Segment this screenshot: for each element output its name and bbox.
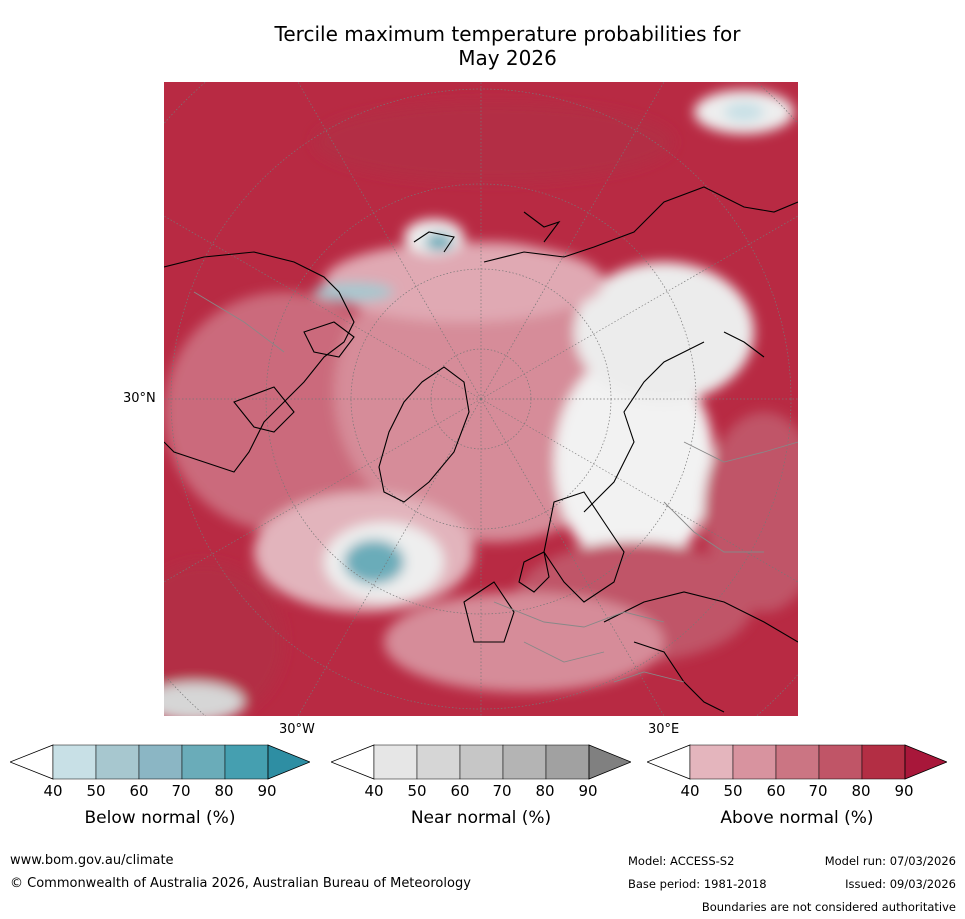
footer-base-period: Base period: 1981-2018 [628, 877, 767, 891]
probability-map [164, 82, 798, 716]
colorbar-extend-low [331, 744, 375, 780]
tick-label: 70 [171, 782, 191, 800]
polar-map-svg [164, 82, 798, 716]
tick-label: 40 [680, 782, 700, 800]
footer-disclaimer: Boundaries are not considered authoritat… [701, 900, 956, 914]
graticule [164, 82, 798, 716]
lon-label-30e: 30°E [648, 722, 680, 737]
tick-label: 90 [257, 782, 277, 800]
colorbar-above-label: Above normal (%) [720, 808, 874, 828]
map-title: Tercile maximum temperature probabilitie… [200, 22, 815, 70]
colorbar-segment [416, 744, 461, 780]
colorbar-near-svg [331, 744, 631, 780]
tick-label: 90 [894, 782, 914, 800]
colorbar-below-normal [10, 744, 310, 780]
colorbar-below-label: Below normal (%) [84, 808, 236, 828]
colorbar-segment [502, 744, 547, 780]
footer-issued: Issued: 09/03/2026 [845, 877, 956, 891]
colorbar-segment [52, 744, 97, 780]
colorbar-extend-low [10, 744, 54, 780]
colorbar-segment [95, 744, 140, 780]
footer-copyright: © Commonwealth of Australia 2026, Austra… [10, 876, 471, 891]
colorbar-above-svg [647, 744, 947, 780]
colorbar-segment [732, 744, 777, 780]
title-line-2: May 2026 [458, 46, 557, 70]
probability-field [164, 90, 798, 716]
footer-url: www.bom.gov.au/climate [10, 853, 174, 868]
colorbar-extend-low [647, 744, 691, 780]
colorbar-segment [181, 744, 226, 780]
colorbar-extend-high [267, 744, 310, 780]
footer-model-run: Model run: 07/03/2026 [824, 854, 956, 868]
tick-label: 50 [86, 782, 106, 800]
title-line-1: Tercile maximum temperature probabilitie… [274, 22, 741, 46]
tick-label: 90 [578, 782, 598, 800]
tick-label: 40 [364, 782, 384, 800]
tick-label: 80 [851, 782, 871, 800]
colorbar-segment [861, 744, 906, 780]
colorbar-segment [818, 744, 863, 780]
colorbar-segment [775, 744, 820, 780]
tick-label: 50 [723, 782, 743, 800]
colorbar-near-label: Near normal (%) [410, 808, 552, 828]
footer-model: Model: ACCESS-S2 [628, 854, 735, 868]
tick-label: 60 [450, 782, 470, 800]
tick-label: 60 [766, 782, 786, 800]
colorbar-below-svg [10, 744, 310, 780]
colorbar-extend-high [904, 744, 947, 780]
lat-label-30n: 30°N [123, 391, 156, 406]
lon-label-30w: 30°W [279, 722, 315, 737]
coastlines [164, 186, 798, 713]
tick-label: 50 [407, 782, 427, 800]
tick-label: 60 [129, 782, 149, 800]
tick-label: 40 [43, 782, 63, 800]
country-borders [193, 291, 798, 683]
colorbar-segment [373, 744, 418, 780]
tick-label: 70 [492, 782, 512, 800]
colorbar-segment [138, 744, 183, 780]
colorbar-segment [224, 744, 269, 780]
colorbar-above-normal [647, 744, 947, 780]
colorbar-extend-high [588, 744, 631, 780]
colorbar-segment [545, 744, 590, 780]
colorbar-near-normal [331, 744, 631, 780]
tick-label: 80 [214, 782, 234, 800]
tick-label: 80 [535, 782, 555, 800]
tick-label: 70 [808, 782, 828, 800]
colorbar-segment [459, 744, 504, 780]
colorbar-segment [689, 744, 734, 780]
